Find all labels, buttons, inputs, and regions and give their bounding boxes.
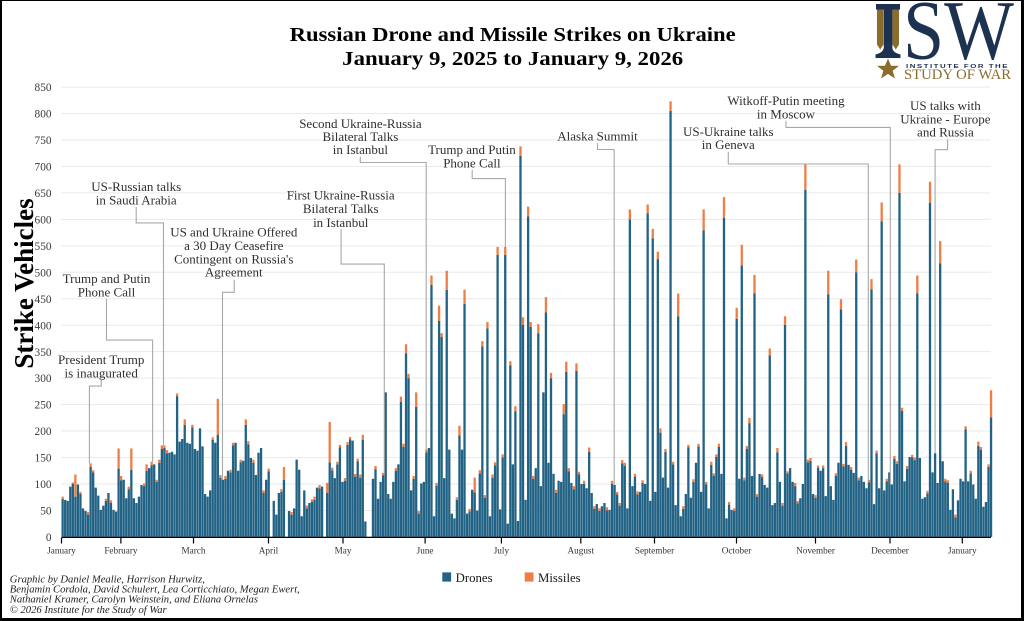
svg-text:January: January [47,546,76,556]
svg-text:February: February [104,546,138,556]
svg-text:INSTITUTE FOR THE: INSTITUTE FOR THE [906,64,1009,70]
svg-text:Benjamin Cordola, David Schule: Benjamin Cordola, David Schulert, Lea Co… [10,585,300,596]
svg-text:Ukraine - Europe: Ukraine - Europe [900,111,990,126]
svg-text:550: 550 [35,241,52,253]
svg-text:Phone Call: Phone Call [78,284,136,299]
svg-text:September: September [635,546,674,556]
svg-text:350: 350 [35,347,52,359]
svg-text:Trump and Putin: Trump and Putin [63,271,151,286]
svg-text:600: 600 [35,214,52,226]
svg-text:First Ukraine-Russia: First Ukraine-Russia [287,188,395,203]
svg-text:a 30 Day Ceasefire: a 30 Day Ceasefire [184,238,283,253]
svg-text:100: 100 [35,479,52,491]
svg-text:in Geneva: in Geneva [702,137,755,152]
svg-text:December: December [871,546,909,556]
svg-text:US-Ukraine talks: US-Ukraine talks [683,124,774,139]
svg-text:June: June [417,546,434,556]
svg-text:0: 0 [46,532,52,544]
svg-text:Graphic by Daniel Mealie, Harr: Graphic by Daniel Mealie, Harrison Hurwi… [10,574,205,585]
svg-text:is inaugurated: is inaugurated [65,365,139,380]
svg-text:650: 650 [35,188,52,200]
svg-text:800: 800 [35,109,52,121]
svg-text:Phone Call: Phone Call [443,155,501,170]
svg-text:January: January [948,546,977,556]
svg-text:November: November [796,546,835,556]
svg-text:50: 50 [40,506,52,518]
svg-text:in Istanbul: in Istanbul [313,215,369,230]
svg-text:May: May [335,546,352,556]
svg-text:700: 700 [35,162,52,174]
svg-text:Trump and Putin: Trump and Putin [428,142,516,157]
svg-text:Witkoff-Putin meeting: Witkoff-Putin meeting [727,93,845,108]
svg-text:Agreement: Agreement [205,265,263,280]
svg-text:Bilateral Talks: Bilateral Talks [323,129,399,144]
svg-text:Second Ukraine-Russia: Second Ukraine-Russia [299,116,422,131]
svg-text:Alaska Summit: Alaska Summit [557,128,638,143]
svg-text:STUDY OF WAR: STUDY OF WAR [904,67,1011,83]
svg-text:Bilateral Talks: Bilateral Talks [303,201,379,216]
svg-text:150: 150 [35,453,52,465]
svg-text:in Istanbul: in Istanbul [333,142,389,157]
svg-text:in Saudi Arabia: in Saudi Arabia [96,192,177,207]
svg-text:750: 750 [35,135,52,147]
svg-text:Contingent on Russia's: Contingent on Russia's [174,251,293,266]
svg-text:July: July [494,546,510,556]
svg-text:October: October [722,546,752,556]
svg-text:500: 500 [35,267,52,279]
svg-text:April: April [259,546,279,556]
svg-text:450: 450 [35,294,52,306]
svg-text:President Trump: President Trump [58,352,144,367]
svg-text:Strike Vehicles: Strike Vehicles [9,198,39,368]
svg-text:March: March [182,546,206,556]
svg-text:400: 400 [35,320,52,332]
svg-text:850: 850 [35,82,52,94]
svg-text:and Russia: and Russia [917,125,974,140]
svg-text:August: August [568,546,595,556]
svg-text:January 9, 2025 to January 9,: January 9, 2025 to January 9, 2026 [342,48,683,70]
svg-text:in Moscow: in Moscow [757,106,816,121]
svg-text:SW: SW [903,1,1015,78]
svg-text:Nathaniel Kramer, Carolyn Wein: Nathaniel Kramer, Carolyn Weinstein, and… [9,595,258,606]
svg-text:Drones: Drones [456,571,493,585]
svg-text:200: 200 [35,426,52,438]
svg-text:US-Russian talks: US-Russian talks [91,179,181,194]
svg-text:US talks with: US talks with [910,98,981,113]
svg-text:300: 300 [35,373,52,385]
svg-text:US and Ukraine Offered: US and Ukraine Offered [170,225,298,240]
svg-text:© 2026 Institute for the Study: © 2026 Institute for the Study of War [10,605,168,616]
svg-text:Missiles: Missiles [538,571,581,585]
svg-text:Russian Drone and Missile Stri: Russian Drone and Missile Strikes on Ukr… [290,24,736,46]
svg-text:250: 250 [35,400,52,412]
